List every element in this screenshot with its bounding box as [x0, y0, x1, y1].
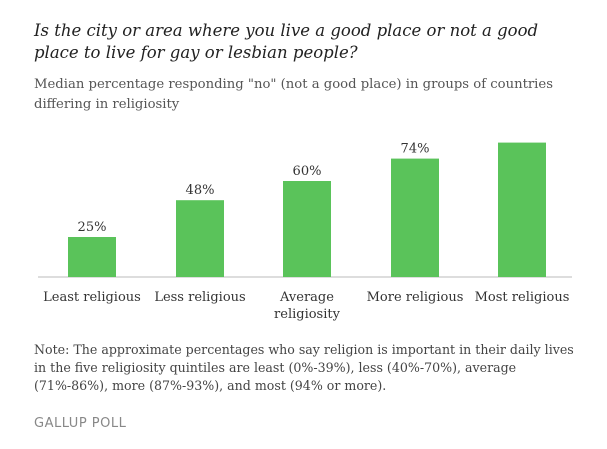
- category-label-2: Less religious: [154, 290, 246, 305]
- value-label-5: 84%: [508, 140, 537, 141]
- bar-2: [176, 200, 224, 277]
- bar-5: [498, 142, 546, 277]
- value-label-1: 25%: [78, 220, 107, 235]
- category-label-5: Most religious: [474, 290, 570, 305]
- bar-3: [283, 181, 331, 277]
- bar-1: [68, 237, 116, 277]
- bar-chart: 25% 48% 60% 74% 84%: [38, 140, 572, 278]
- chart-subtitle: Median percentage responding "no" (not a…: [34, 77, 553, 112]
- value-label-4: 74%: [401, 142, 430, 157]
- value-label-3: 60%: [293, 164, 322, 179]
- category-label-1: Least religious: [43, 290, 141, 305]
- value-label-2: 48%: [186, 183, 215, 198]
- chart-note: Note: The approximate percentages who sa…: [34, 342, 574, 393]
- category-label-3: Average religiosity: [274, 290, 340, 322]
- category-label-4: More religious: [366, 290, 464, 305]
- bar-4: [391, 158, 439, 277]
- chart-title: Is the city or area where you live a goo…: [34, 21, 539, 62]
- gallup-poll-logo: GALLUP POLL: [34, 416, 127, 431]
